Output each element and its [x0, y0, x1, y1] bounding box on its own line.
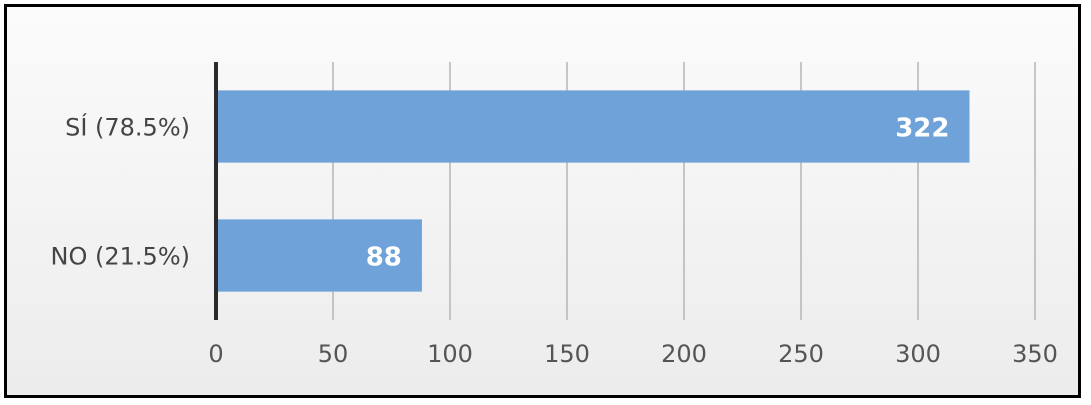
x-tick-label: 100 [427, 340, 473, 368]
x-tick-label: 350 [1012, 340, 1058, 368]
x-tick-label: 50 [318, 340, 349, 368]
category-labels: SÍ (78.5%) NO (21.5%) [51, 113, 190, 271]
x-tick-label: 250 [778, 340, 824, 368]
x-tick-label: 0 [208, 340, 223, 368]
bars [216, 90, 970, 292]
category-label: NO (21.5%) [51, 243, 190, 271]
x-tick-label: 300 [895, 340, 941, 368]
bar [216, 219, 422, 292]
chart-frame [4, 4, 1081, 398]
x-tick-labels: 0 50 100 150 200 250 300 350 [208, 340, 1058, 368]
x-tick-label: 150 [544, 340, 590, 368]
bar [216, 90, 970, 163]
data-labels: 322 88 [366, 114, 950, 273]
category-label: SÍ (78.5%) [65, 113, 190, 142]
x-tick-label: 200 [661, 340, 707, 368]
data-label: 88 [366, 243, 402, 273]
data-label: 322 [895, 114, 949, 144]
